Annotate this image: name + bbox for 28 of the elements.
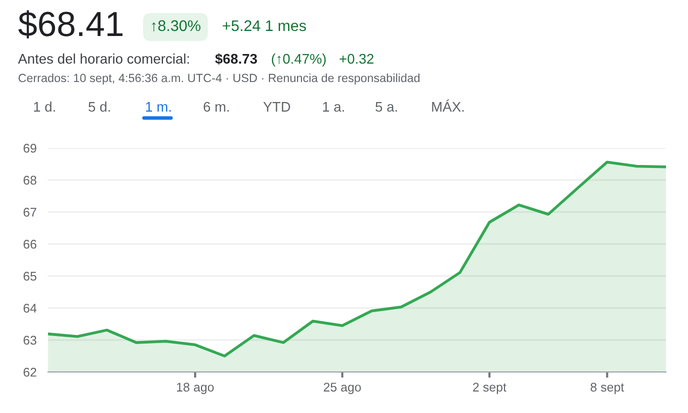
text: $68.73 [215,53,257,65]
x-tick-label: 8 sept [590,382,624,394]
y-tick-label: 67 [24,208,36,217]
text: 1 a. [323,102,344,112]
text: ↑8.30% [152,20,200,32]
text: 5 a. [376,102,397,112]
text: 5 d. [88,102,110,112]
y-tick-label: 68 [24,176,36,185]
y-tick-label: 62 [24,368,36,377]
text: Cerrados: 10 sept, 4:56:36 a.m. UTC-4 · USD · Renuncia de responsabilidad [18,74,420,85]
y-tick-label: 66 [24,240,36,249]
text: YTD [263,102,290,112]
x-tick-label: 25 ago [324,382,361,394]
text: +0.32 [340,54,374,64]
y-tick-label: 69 [24,144,36,153]
text: Antes del horario comercial: [18,54,189,64]
y-tick-label: 63 [24,336,36,345]
text: 1 m. [146,102,171,112]
text: 1 d. [34,102,55,112]
text: MÁX. [432,100,464,112]
x-tick-label: 2 sept [473,382,506,394]
y-tick-label: 64 [24,304,37,313]
text: 6 m. [204,102,229,112]
y-tick-label: 65 [24,272,36,281]
x-tick-label: 18 ago [176,382,214,394]
text: (↑0.47%) [272,54,326,66]
chart-title: $68.41 [18,10,123,38]
text: +5.24 1 mes [222,20,306,32]
